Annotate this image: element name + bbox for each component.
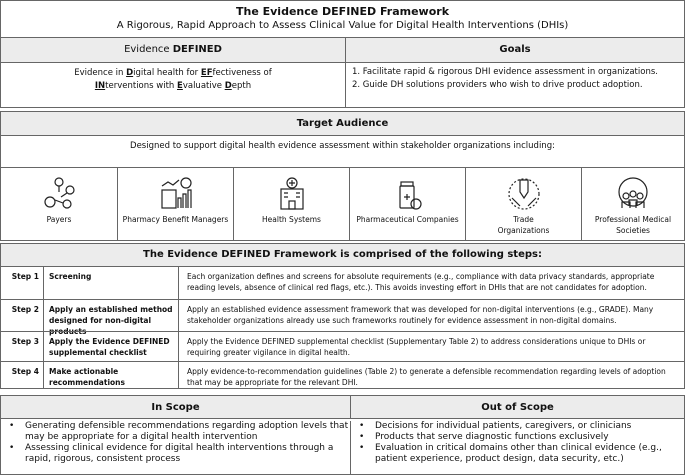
goals-header: Goals	[346, 38, 684, 63]
audience-description: Designed to support digital health evide…	[1, 136, 684, 168]
acronym-text: fectiveness of	[212, 68, 272, 78]
defined-header-pre: Evidence	[124, 44, 173, 55]
audience-payers: Payers	[1, 168, 118, 240]
audience-pharma: Pharmaceutical Companies	[350, 168, 466, 240]
in-scope-header: In Scope	[1, 396, 351, 419]
audience-grid: Payers Pharmacy Benefit Managers Health …	[1, 168, 684, 240]
step-description: Each organization defines and screens fo…	[187, 272, 655, 292]
step-number: Step 4	[11, 367, 39, 376]
audience-label: Trade Organizations	[497, 215, 550, 235]
audience-health-systems: Health Systems	[234, 168, 350, 240]
in-scope-item: Assessing clinical evidence for digital …	[1, 443, 350, 465]
acronym-text: valuative	[182, 81, 225, 91]
step-number: Step 1	[11, 272, 39, 281]
payers-network-icon	[44, 177, 75, 209]
step-name: Make actionable recommendations	[43, 362, 179, 388]
hands-icon	[507, 178, 540, 210]
title-block: The Evidence DEFINED Framework A Rigorou…	[1, 5, 684, 38]
framework-overview: The Evidence DEFINED Framework A Rigorou…	[0, 0, 685, 108]
chart-report-icon	[160, 177, 192, 209]
audience-header: Target Audience	[1, 112, 684, 136]
audience-label: Health Systems	[262, 215, 321, 224]
globe-people-icon	[618, 177, 648, 208]
acronym-text: igital health for	[133, 68, 201, 78]
audience-label: Pharmaceutical Companies	[356, 215, 459, 224]
in-scope-list: Generating defensible recommendations re…	[1, 421, 351, 474]
pill-bottle-icon	[398, 181, 422, 210]
goals-list: 1. Facilitate rapid & rigorous DHI evide…	[346, 63, 684, 107]
hospital-icon	[279, 177, 304, 210]
acronym-text: epth	[231, 81, 252, 91]
defined-header-bold: DEFINED	[172, 44, 222, 55]
defined-acronym: Evidence in Digital health for EFfective…	[1, 63, 346, 107]
page-title: The Evidence DEFINED Framework	[235, 5, 450, 18]
audience-label: Payers	[46, 215, 72, 224]
acronym-letter: D	[224, 81, 232, 91]
step-number: Step 3	[11, 337, 39, 346]
target-audience: Target Audience Designed to support digi…	[0, 111, 685, 241]
acronym-letter: IN	[94, 81, 106, 91]
step-row: Step 3 Apply the Evidence DEFINED supple…	[1, 331, 684, 361]
step-name: Apply an established method designed for…	[43, 300, 179, 336]
audience-trade-orgs: Trade Organizations	[466, 168, 582, 240]
goal-item: 1. Facilitate rapid & rigorous DHI evide…	[352, 67, 658, 77]
goal-item: 2. Guide DH solutions providers who wish…	[352, 80, 643, 90]
step-description: Apply the Evidence DEFINED supplemental …	[187, 337, 646, 357]
step-row: Step 1 Screening Each organization defin…	[1, 266, 684, 299]
step-name: Screening	[43, 267, 179, 299]
acronym-text: Evidence in	[74, 68, 127, 78]
step-description: Apply evidence-to-recommendation guideli…	[187, 367, 666, 387]
acronym-letter: EF	[200, 68, 213, 78]
acronym-letter: D	[126, 68, 134, 78]
audience-pbm: Pharmacy Benefit Managers	[118, 168, 234, 240]
framework-steps: The Evidence DEFINED Framework is compri…	[0, 243, 685, 389]
steps-header: The Evidence DEFINED Framework is compri…	[1, 244, 684, 266]
out-scope-list: Decisions for individual patients, careg…	[351, 421, 684, 474]
step-row: Step 2 Apply an established method desig…	[1, 299, 684, 336]
step-description: Apply an established evidence assessment…	[187, 305, 654, 325]
defined-header: Evidence DEFINED	[1, 38, 346, 63]
step-row: Step 4 Make actionable recommendations A…	[1, 361, 684, 388]
audience-medical-societies: Professional Medical Societies	[582, 168, 684, 240]
step-number: Step 2	[11, 305, 39, 314]
step-name: Apply the Evidence DEFINED supplemental …	[43, 332, 179, 361]
out-scope-item: Decisions for individual patients, careg…	[351, 421, 684, 432]
out-scope-header: Out of Scope	[351, 396, 684, 419]
acronym-letter: E	[177, 81, 183, 91]
audience-label: Pharmacy Benefit Managers	[122, 215, 229, 224]
in-scope-item: Generating defensible recommendations re…	[1, 421, 350, 443]
acronym-text: terventions with	[105, 81, 178, 91]
out-scope-item: Evaluation in critical domains other tha…	[351, 443, 684, 465]
out-scope-item: Products that serve diagnostic functions…	[351, 432, 684, 443]
scope-section: In Scope Out of Scope Generating defensi…	[0, 395, 685, 475]
audience-label: Professional Medical Societies	[594, 215, 672, 235]
page-subtitle: A Rigorous, Rapid Approach to Assess Cli…	[116, 20, 569, 31]
